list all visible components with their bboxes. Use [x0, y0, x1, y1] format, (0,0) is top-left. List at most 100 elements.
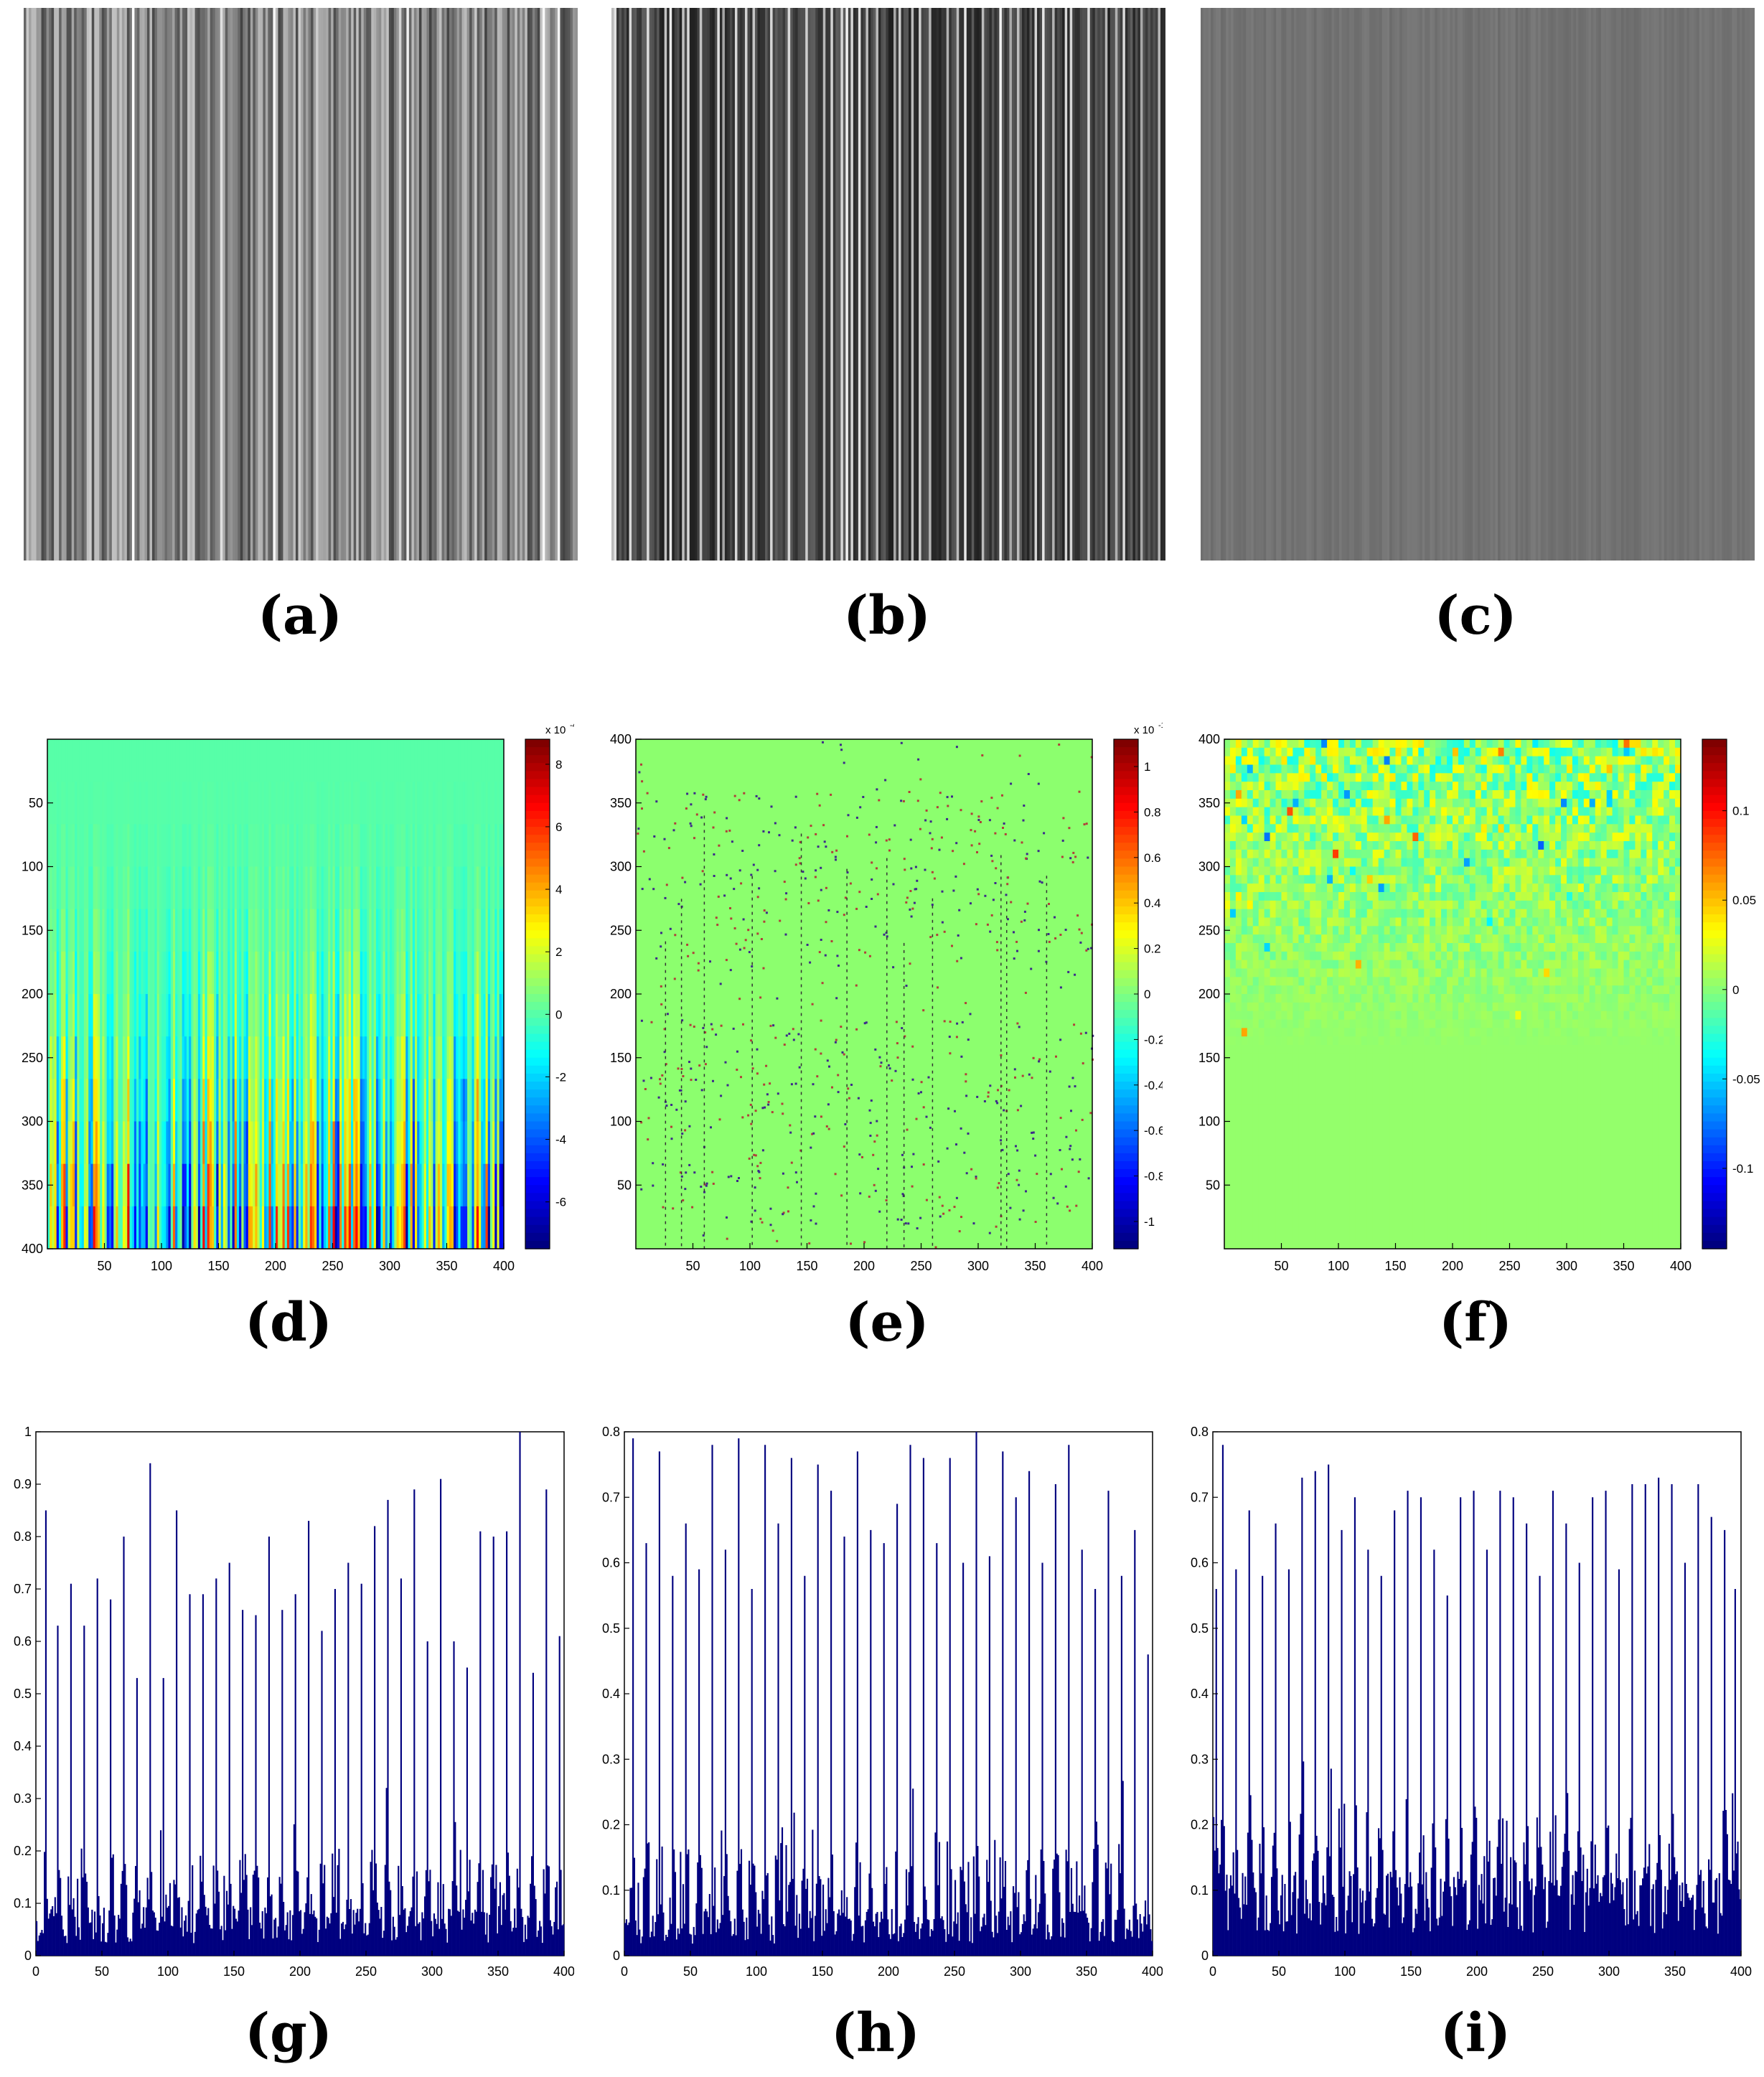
heatmap-cell: [396, 1206, 400, 1250]
colorbar-segment: [525, 882, 550, 891]
heatmap-cell: [120, 739, 123, 782]
heatmap-cell: [250, 1079, 253, 1122]
heatmap-cell: [414, 782, 418, 825]
heatmap-cell: [400, 866, 404, 910]
heatmap-cell: [296, 909, 299, 952]
heatmap-cell: [1310, 790, 1316, 800]
heatmap-cell: [1424, 739, 1430, 749]
heatmap-speck: [774, 1036, 777, 1039]
stripe-column: [1052, 8, 1056, 561]
heatmap-speck: [698, 1064, 701, 1067]
heatmap-cell: [334, 739, 338, 782]
stripe-column: [1457, 8, 1461, 561]
heatmap-cell: [1264, 815, 1271, 825]
heatmap-speck: [767, 1101, 770, 1103]
heatmap-cell: [472, 909, 475, 952]
heatmap-cell: [1401, 773, 1407, 782]
colorbar-segment: [525, 1121, 550, 1130]
heatmap-cell: [88, 994, 91, 1037]
heatmap-speck: [784, 898, 787, 901]
stripe-column: [1381, 8, 1385, 561]
heatmap-cell: [353, 1079, 356, 1122]
heatmap-cell: [305, 1079, 309, 1122]
heatmap-cell: [337, 909, 340, 952]
heatmap-speck: [769, 1207, 772, 1210]
heatmap-speck: [1085, 949, 1088, 952]
heatmap-speck: [875, 825, 878, 828]
heatmap-cell: [1395, 739, 1402, 749]
stripe-column: [444, 8, 448, 561]
heatmap-cell: [342, 782, 344, 825]
heatmap-cell: [250, 909, 253, 952]
heatmap-cell: [357, 739, 361, 782]
heatmap-cell: [1275, 807, 1282, 816]
heatmap-cell: [276, 1036, 278, 1079]
heatmap-cell: [102, 1121, 105, 1165]
stripe-column: [848, 8, 851, 561]
heatmap-speck: [1054, 916, 1056, 919]
heatmap-cell: [202, 951, 205, 995]
colorbar-segment: [525, 985, 550, 995]
stripe-column: [477, 8, 480, 561]
heatmap-cell: [129, 951, 133, 995]
heatmap-cell: [483, 824, 487, 867]
heatmap-cell: [369, 824, 372, 867]
colorbar-segment: [1114, 1216, 1138, 1226]
heatmap-cell: [284, 951, 288, 995]
heatmap-cell: [1669, 824, 1676, 833]
colorbar-segment: [1114, 922, 1138, 931]
heatmap-cell: [232, 1121, 235, 1165]
heatmap-speck: [955, 1196, 958, 1199]
stripe-column: [243, 8, 246, 561]
heatmap-cell: [1247, 764, 1254, 774]
heatmap-cell: [311, 866, 315, 910]
heatmap-speck: [719, 983, 722, 985]
heatmap-cell: [428, 1079, 431, 1122]
heatmap-cell: [141, 824, 144, 867]
heatmap-cell: [456, 866, 459, 910]
heatmap-cell: [375, 1163, 379, 1207]
heatmap-cell: [1600, 739, 1608, 749]
heatmap-cell: [1338, 756, 1345, 765]
heatmap-speck: [871, 861, 873, 864]
heatmap-cell: [350, 1121, 354, 1165]
heatmap-cell: [259, 866, 263, 910]
heatmap-cell: [423, 951, 427, 995]
heatmap-cell: [75, 782, 78, 825]
colorbar-tick-label: -4: [555, 1133, 566, 1147]
heatmap-cell: [120, 994, 123, 1037]
heatmap-speck: [747, 1114, 750, 1117]
stripe-column: [1120, 8, 1123, 561]
heatmap-cell: [58, 1206, 62, 1250]
stripe-column: [96, 8, 100, 561]
heatmap-cell: [58, 1036, 62, 1079]
heatmap-cell: [353, 866, 356, 910]
heatmap-cell: [1538, 764, 1544, 774]
stripe-column: [1427, 8, 1430, 561]
stripe-column: [1530, 8, 1534, 561]
heatmap-cell: [184, 782, 187, 825]
heatmap-speck: [997, 1089, 999, 1092]
heatmap-cell: [458, 1079, 461, 1122]
heatmap-cell: [136, 951, 139, 995]
heatmap-cell: [437, 1036, 441, 1079]
heatmap-cell: [423, 1163, 427, 1207]
colorbar-tick-label: -0.8: [1144, 1170, 1163, 1183]
stripe-column: [1707, 8, 1710, 561]
heatmap-speck: [1016, 1149, 1019, 1152]
heatmap-cell: [58, 1079, 62, 1122]
heatmap-cell: [156, 1206, 160, 1250]
stripe-column: [1717, 8, 1720, 561]
heatmap-cell: [1321, 815, 1328, 825]
heatmap-speck: [766, 1093, 769, 1096]
heatmap-cell: [1447, 782, 1453, 791]
heatmap-cell: [433, 1163, 436, 1207]
heatmap-cell: [70, 782, 73, 825]
heatmap-speck: [1090, 756, 1093, 759]
heatmap-cell: [497, 824, 500, 867]
stripe-column: [29, 8, 32, 561]
heatmap-cell: [428, 739, 431, 782]
heatmap-cell: [1235, 747, 1242, 757]
heatmap-cell: [367, 1036, 370, 1079]
heatmap-cell: [230, 1206, 233, 1250]
